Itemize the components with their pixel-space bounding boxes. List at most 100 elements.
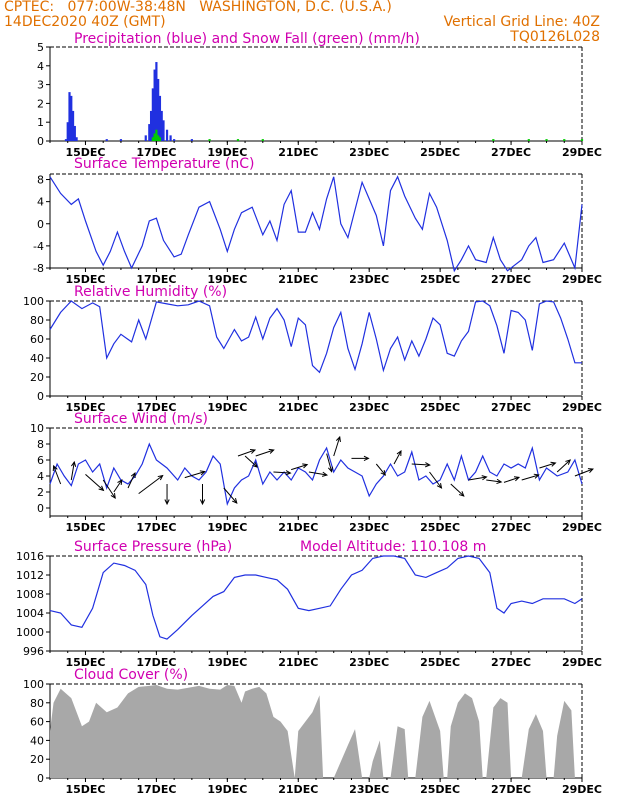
snow-bar: [153, 133, 156, 141]
wind-arrow-head: [458, 491, 465, 497]
wind-arrow: [539, 462, 556, 469]
y-tick-label: 60: [30, 333, 44, 346]
wind-arrow-head: [327, 466, 334, 473]
wind-arrow: [503, 476, 520, 483]
y-tick-label: 2: [37, 97, 44, 110]
x-tick-label: 17DEC: [136, 521, 176, 534]
y-tick-label: 5: [37, 41, 44, 54]
x-tick-label: 15DEC: [65, 146, 105, 159]
wind-arrow: [138, 475, 163, 495]
temperature-title: Surface Temperature (nC): [74, 156, 255, 172]
precip-bar: [157, 78, 160, 141]
wind-arrow-head: [335, 435, 341, 443]
y-tick-label: 1012: [16, 569, 44, 582]
wind-arrow: [308, 471, 327, 476]
temperature-line: [49, 175, 583, 273]
precip-bar: [162, 120, 165, 141]
precipitation-panel: [46, 46, 584, 145]
x-tick-label: 17DEC: [136, 401, 176, 414]
cloud-cover-panel: [46, 683, 583, 782]
y-tick-label: 2: [37, 486, 44, 499]
precip-bar: [169, 135, 172, 141]
y-tick-label: 4: [37, 196, 44, 209]
x-tick-label: 17DEC: [136, 146, 176, 159]
precip-bar: [149, 110, 153, 141]
wind-arrow: [393, 450, 402, 465]
x-tick-label: 19DEC: [207, 783, 247, 796]
snow-bar: [563, 139, 566, 141]
precip-bar: [64, 139, 68, 141]
precip-bar: [173, 139, 176, 141]
precip-bar: [160, 110, 163, 141]
y-tick-label: 8: [37, 174, 44, 187]
x-tick-label: 27DEC: [491, 521, 531, 534]
snow-bar: [236, 139, 240, 141]
x-tick-label: 15DEC: [65, 521, 105, 534]
x-tick-label: 21DEC: [278, 401, 318, 414]
precip-bar: [66, 122, 69, 141]
wind-arrow: [375, 463, 386, 476]
wind-arrow-head: [424, 462, 431, 468]
wind-arrow-head: [302, 463, 309, 469]
precip-bar: [165, 129, 169, 141]
x-tick-label: 25DEC: [420, 146, 460, 159]
wind-arrow: [486, 479, 502, 483]
header-date: 14DEC2020 40Z (GMT): [4, 14, 166, 30]
wind-arrow: [450, 483, 465, 497]
y-tick-label: 1: [37, 116, 44, 129]
wind-arrow-head: [130, 471, 136, 479]
x-tick-label: 29DEC: [562, 783, 602, 796]
x-tick-label: 29DEC: [562, 656, 602, 669]
wind-title: Surface Wind (m/s): [74, 411, 208, 427]
wind-arrow: [468, 476, 487, 481]
y-tick-label: 1004: [16, 607, 44, 620]
x-tick-label: 17DEC: [136, 783, 176, 796]
x-tick-label: 29DEC: [562, 401, 602, 414]
snow-bar: [208, 139, 211, 141]
wind-arrow: [244, 455, 258, 468]
x-tick-label: 15DEC: [65, 783, 105, 796]
wind-arrow-head: [98, 485, 105, 492]
y-tick-label: 80: [30, 697, 44, 710]
x-tick-label: 19DEC: [207, 521, 247, 534]
y-tick-label: 60: [30, 716, 44, 729]
precip-bar: [105, 139, 108, 141]
snow-bar: [580, 139, 584, 141]
wind-arrow-head: [285, 470, 292, 476]
x-tick-label: 19DEC: [207, 401, 247, 414]
x-tick-label: 27DEC: [491, 273, 531, 286]
snow-bar: [158, 137, 162, 141]
x-tick-label: 27DEC: [491, 146, 531, 159]
pressure-line: [49, 555, 583, 640]
precip-bar: [70, 95, 73, 141]
humidity-line: [49, 300, 582, 374]
x-tick-label: 15DEC: [65, 273, 105, 286]
wind-arrow-head: [164, 499, 170, 506]
wind-arrow-head: [513, 476, 521, 482]
wind-arrow-head: [110, 492, 116, 499]
snow-bar: [545, 139, 548, 141]
wind-arrow-head: [380, 470, 387, 476]
snow-bar: [492, 139, 495, 141]
wind-arrow: [102, 479, 116, 499]
precip-bar: [153, 69, 156, 141]
x-tick-label: 17DEC: [136, 273, 176, 286]
wind-arrow-head: [268, 448, 275, 454]
wind-arrow-head: [565, 459, 572, 465]
precip-bar: [155, 62, 158, 141]
x-tick-label: 29DEC: [562, 273, 602, 286]
y-tick-label: 40: [30, 734, 44, 747]
humidity-panel: [46, 300, 583, 400]
x-tick-label: 19DEC: [207, 146, 247, 159]
x-tick-label: 25DEC: [420, 656, 460, 669]
x-tick-label: 27DEC: [491, 401, 531, 414]
x-tick-label: 25DEC: [420, 521, 460, 534]
header-run-id: TQ0126L028: [510, 29, 600, 45]
wind-arrow-head: [436, 482, 443, 489]
x-tick-label: 21DEC: [278, 146, 318, 159]
wind-arrow-head: [481, 475, 488, 481]
wind-arrow: [521, 474, 539, 481]
x-tick-label: 15DEC: [65, 656, 105, 669]
y-tick-label: 40: [30, 352, 44, 365]
snow-bar: [261, 139, 264, 141]
